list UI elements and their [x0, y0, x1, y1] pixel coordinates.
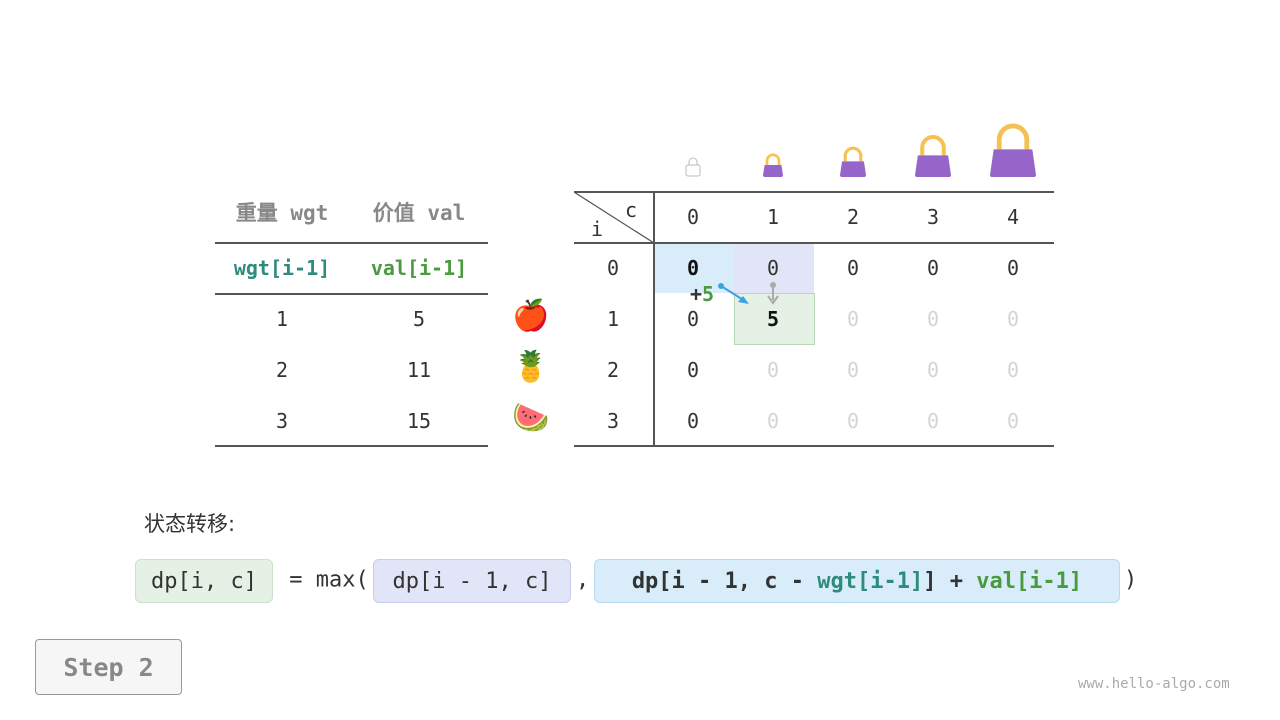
item-weight: 3: [275, 409, 289, 433]
divider: [215, 445, 488, 447]
dp-cell: 0: [686, 256, 700, 280]
cell-highlight-green: [734, 293, 815, 345]
dp-cell: 0: [926, 409, 940, 433]
corner-col-label: c: [624, 198, 638, 222]
row-header: 3: [606, 409, 620, 433]
col-header: 3: [926, 205, 940, 229]
item-weight: 2: [275, 358, 289, 382]
watermelon-icon: 🍉: [512, 400, 550, 436]
dp-cell: 5: [766, 307, 780, 331]
arrows: [718, 282, 779, 305]
bag-icon: [990, 123, 1036, 177]
divider: [653, 192, 655, 446]
dp-cell: 0: [926, 358, 940, 382]
row-header: 1: [606, 307, 620, 331]
formula-option-1: dp[i - 1, c]: [373, 559, 571, 603]
row-header: 2: [606, 358, 620, 382]
item-weight: 1: [275, 307, 289, 331]
apple-icon: 🍎: [512, 298, 550, 334]
divider: [574, 191, 1054, 193]
dp-cell: 0: [926, 307, 940, 331]
watermark: www.hello-algo.com: [1078, 676, 1230, 692]
col-header: 4: [1006, 205, 1020, 229]
dp-cell: 0: [766, 358, 780, 382]
subheader-val: val[i-1]: [370, 256, 468, 280]
item-value: 15: [406, 409, 432, 433]
dp-cell: 0: [846, 358, 860, 382]
item-value: 5: [412, 307, 426, 331]
transition-label: 状态转移:: [144, 512, 236, 536]
dp-cell: 0: [1006, 256, 1020, 280]
dp-cell: 0: [686, 307, 700, 331]
corner-diagonal: [574, 192, 654, 243]
pineapple-icon: 🍍: [512, 349, 550, 385]
dp-cell: 0: [1006, 307, 1020, 331]
empty-bag-icon: [685, 157, 701, 177]
divider: [574, 445, 1054, 447]
dp-cell: 0: [686, 358, 700, 382]
formula-comma: ,: [576, 567, 590, 593]
bag-icon: [762, 153, 783, 177]
divider: [215, 242, 488, 244]
dp-cell: 0: [846, 409, 860, 433]
annotation: +5: [689, 282, 715, 306]
corner-row-label: i: [590, 217, 604, 241]
dp-cell: 0: [846, 307, 860, 331]
col-header: 2: [846, 205, 860, 229]
bag-icon: [915, 135, 951, 177]
divider: [574, 242, 1054, 244]
dp-cell: 0: [766, 409, 780, 433]
header-val: 价值 val: [372, 201, 466, 225]
item-value: 11: [406, 358, 432, 382]
step-button[interactable]: Step 2: [35, 639, 182, 695]
formula-option-2: dp[i - 1, c - wgt[i-1]] + val[i-1]: [594, 559, 1120, 603]
dp-cell: 0: [1006, 409, 1020, 433]
bag-icons: [685, 123, 1036, 177]
subheader-wgt: wgt[i-1]: [233, 256, 331, 280]
formula-close: ): [1124, 567, 1138, 593]
col-header: 0: [686, 205, 700, 229]
dp-cell: 0: [686, 409, 700, 433]
dp-cell: 0: [1006, 358, 1020, 382]
col-header: 1: [766, 205, 780, 229]
dp-cell: 0: [926, 256, 940, 280]
dp-cell: 0: [766, 256, 780, 280]
dp-cell: 0: [846, 256, 860, 280]
formula-lhs: dp[i, c]: [135, 559, 273, 603]
row-header: 0: [606, 256, 620, 280]
header-wgt: 重量 wgt: [235, 201, 329, 225]
formula-max: = max(: [276, 567, 369, 593]
divider: [215, 293, 488, 295]
bag-icon: [840, 146, 867, 177]
